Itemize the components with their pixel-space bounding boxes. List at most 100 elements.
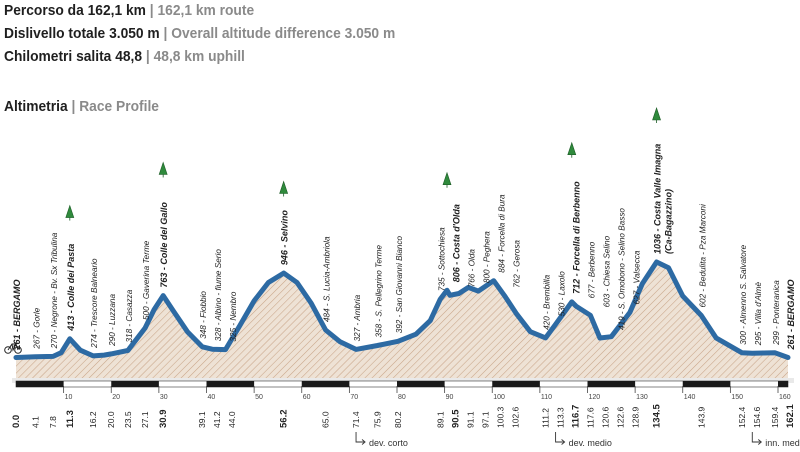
location-label: 413 - Colle dei Pasta <box>66 244 76 332</box>
location-label: 762 - Gerosa <box>512 240 521 288</box>
location-label: 318 - Casazza <box>125 289 134 342</box>
location-label: 884 - Forcella di Bura <box>497 194 506 273</box>
km-tick-label: 150 <box>731 394 743 401</box>
deviation-arrow <box>751 432 761 443</box>
location-label: 602 - Bedulita - Pza Marconi <box>698 204 707 307</box>
race-profile-it: Altimetria <box>4 98 68 115</box>
location-label: 261 - BERGAMO <box>12 279 22 350</box>
km-tick-label: 20 <box>112 394 120 401</box>
altitude-difference-heading: Dislivello totale 3.050 m | Overall alti… <box>4 25 395 43</box>
km-value-label: 97.1 <box>480 411 490 428</box>
km-value-label: 143.9 <box>696 406 706 428</box>
km-value-label: 56.2 <box>279 410 290 429</box>
km-value-label: 65.0 <box>321 411 331 428</box>
gpm-climb-marker <box>158 161 168 175</box>
km-bar-segment <box>492 381 540 387</box>
deviation-arrow <box>355 432 365 443</box>
km-tick-label: 100 <box>493 394 505 401</box>
km-value-label: 116.7 <box>571 405 582 428</box>
location-label: 677 - Berbenno <box>588 241 597 298</box>
km-value-label: 128.9 <box>631 406 641 428</box>
baseline-band <box>12 378 794 383</box>
bike-icon <box>4 343 22 354</box>
location-label: 325 - Nembro <box>229 291 238 342</box>
km-bar-segment <box>587 381 636 387</box>
location-label: 763 - Colle del Gallo <box>159 202 169 288</box>
km-value-label: 89.1 <box>435 411 445 428</box>
km-value-label: 23.5 <box>123 411 133 428</box>
km-value-label: 39.1 <box>197 411 207 428</box>
location-label: 295 - Villa d'Almè <box>754 282 763 347</box>
location-sublabel: (Ca-Bagazzino) <box>664 189 674 254</box>
km-tick-label: 30 <box>160 394 168 401</box>
km-value-label: 44.0 <box>227 411 237 428</box>
gpm-climb-marker <box>279 180 289 194</box>
race-profile-en: Race Profile <box>79 98 159 115</box>
location-label: 300 - Almenno S. Salvatore <box>739 244 748 344</box>
km-value-label: 113.3 <box>556 407 566 428</box>
gpm-climb-marker <box>567 141 577 156</box>
location-label: 267 - Gorle <box>33 307 42 349</box>
km-value-label: 152.4 <box>737 406 747 428</box>
location-label: 290 - Luzzana <box>108 294 117 347</box>
location-label: 299 - Ponteranica <box>772 280 781 346</box>
km-tick-label: 90 <box>446 394 454 401</box>
km-value-label: 80.2 <box>393 411 403 428</box>
deviation-note: dev. medio <box>555 432 612 448</box>
location-label: 261 - BERGAMO <box>786 279 796 350</box>
km-value-label: 4.1 <box>31 416 41 428</box>
altitude-difference-it: Dislivello totale 3.050 m <box>4 25 160 42</box>
route-length-heading: Percorso da 162,1 km | 162,1 km route <box>4 2 254 20</box>
location-label: 627 - Valsecca <box>633 250 642 304</box>
km-tick-label: 60 <box>303 394 311 401</box>
km-bar-segment <box>301 381 350 387</box>
km-value-label: 102.6 <box>510 406 520 428</box>
gpm-climb-marker <box>652 107 661 121</box>
altitude-difference-en: Overall altitude difference 3.050 m <box>171 25 396 42</box>
separator: | <box>163 25 168 42</box>
km-value-label: 111.2 <box>541 408 551 428</box>
deviation-arrow <box>555 432 564 443</box>
km-tick-label: 110 <box>541 394 552 401</box>
location-label: 270 - Negrone - Bv. Sx Tribulina <box>50 232 59 349</box>
location-label: 1036 - Costa Valle Imagna <box>653 144 663 254</box>
location-label: 328 - Albino - fiume Serio <box>214 249 223 342</box>
location-label: 392 - San Giovanni Bianco <box>395 235 404 333</box>
arrow-head <box>561 439 566 445</box>
location-label: 603 - Chiesa Selino <box>603 235 612 307</box>
gpm-climb-marker <box>442 171 452 186</box>
location-label: 274 - Trescore Balneario <box>90 258 99 349</box>
km-bar-segment <box>682 381 731 387</box>
km-bar: 10 20 30 40 50 60 70 80 90 100 110 120 130 140 150 160 <box>15 380 791 401</box>
location-label: 712 - Forcella di Berbenno <box>572 181 582 294</box>
km-value-label: 120.6 <box>601 406 611 428</box>
km-tick-label: 70 <box>350 394 358 401</box>
km-tick-label: 40 <box>207 394 215 401</box>
km-tick-label: 130 <box>636 394 648 401</box>
km-value-label: 27.1 <box>140 411 150 428</box>
km-value-label: 162.1 <box>785 404 796 428</box>
km-tick-label: 140 <box>684 394 696 401</box>
deviation-note: inn. medio e corto <box>751 432 800 448</box>
km-bar-segment <box>111 381 159 387</box>
deviation-label: dev. medio <box>569 438 612 448</box>
location-label: 806 - Costa d'Olda <box>451 204 461 282</box>
km-tick-label: 120 <box>588 394 600 401</box>
route-length-en: 162,1 km route <box>157 2 255 19</box>
km-bar-segment <box>777 381 788 387</box>
km-bar-segment <box>206 381 255 387</box>
uphill-km-it: Chilometri salita 48,8 <box>4 48 143 65</box>
deviation-label: inn. medio e corto <box>765 438 800 448</box>
km-value-label: 7.8 <box>48 416 58 428</box>
km-value-label: 41.2 <box>212 411 222 428</box>
km-value-label: 0.0 <box>11 415 22 428</box>
km-value-label: 75.9 <box>373 411 383 428</box>
km-value-label: 71.4 <box>351 411 361 428</box>
km-value-label: 122.6 <box>616 406 626 428</box>
km-tick-label: 160 <box>779 394 791 401</box>
arrow-head <box>757 439 762 445</box>
uphill-km-heading: Chilometri salita 48,8 | 48,8 km uphill <box>4 48 245 66</box>
km-value-label: 20.0 <box>106 411 116 428</box>
location-label: 500 - Gaverina Terme <box>142 240 151 320</box>
